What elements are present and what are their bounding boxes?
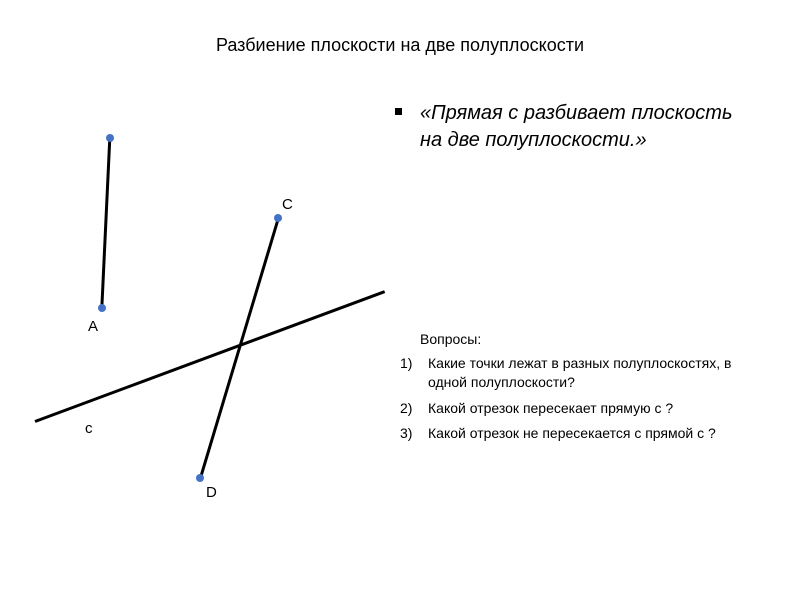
question-text: Какой отрезок не пересекается с прямой c… — [428, 424, 770, 444]
segment-c — [34, 290, 385, 423]
segment-topA — [101, 139, 111, 309]
questions-label: Вопросы: — [420, 330, 770, 350]
point-label-C: C — [282, 196, 293, 213]
segment-CD — [199, 219, 280, 480]
question-text: Какие точки лежат в разных полуплоскостя… — [428, 354, 770, 393]
point-label-A: A — [88, 318, 98, 335]
point-C — [274, 214, 282, 222]
bullet-icon — [395, 108, 402, 115]
question-text: Какой отрезок пересекает прямую c ? — [428, 399, 770, 419]
point-top_blue — [106, 134, 114, 142]
question-number: 1) — [400, 354, 428, 393]
geometry-diagram: c A C D — [30, 100, 390, 500]
line-label-c: c — [85, 420, 93, 437]
point-A — [98, 304, 106, 312]
statement-text: «Прямая c разбивает плоскость на две пол… — [420, 100, 760, 154]
point-label-D: D — [206, 484, 217, 501]
page-title: Разбиение плоскости на две полуплоскости — [0, 35, 800, 56]
question-item: 3) Какой отрезок не пересекается с прямо… — [400, 424, 770, 444]
point-D — [196, 474, 204, 482]
question-item: 2) Какой отрезок пересекает прямую c ? — [400, 399, 770, 419]
questions-block: Вопросы: 1) Какие точки лежат в разных п… — [400, 330, 770, 450]
question-number: 2) — [400, 399, 428, 419]
question-number: 3) — [400, 424, 428, 444]
question-item: 1) Какие точки лежат в разных полуплоско… — [400, 354, 770, 393]
